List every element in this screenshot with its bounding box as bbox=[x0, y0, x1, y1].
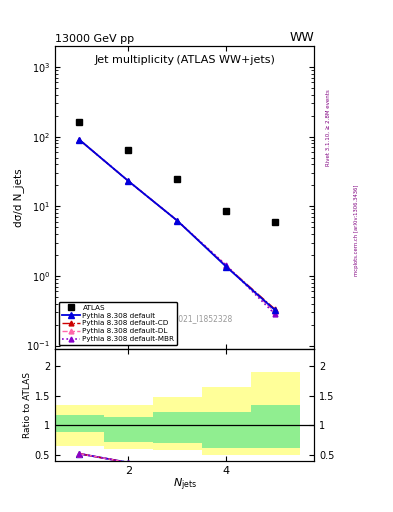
Legend: ATLAS, Pythia 8.308 default, Pythia 8.308 default-CD, Pythia 8.308 default-DL, P: ATLAS, Pythia 8.308 default, Pythia 8.30… bbox=[59, 302, 177, 345]
Text: Jet multiplicity (ATLAS WW+jets): Jet multiplicity (ATLAS WW+jets) bbox=[94, 55, 275, 65]
Pythia 8.308 default-CD bbox=[77, 137, 82, 143]
Pythia 8.308 default bbox=[126, 178, 131, 184]
Y-axis label: dσ/d N_jets: dσ/d N_jets bbox=[13, 168, 24, 227]
Line: ATLAS: ATLAS bbox=[76, 119, 279, 225]
Pythia 8.308 default bbox=[175, 218, 180, 224]
Pythia 8.308 default-MBR bbox=[273, 311, 277, 317]
Text: Rivet 3.1.10, ≥ 2.8M events: Rivet 3.1.10, ≥ 2.8M events bbox=[326, 90, 331, 166]
Line: Pythia 8.308 default-CD: Pythia 8.308 default-CD bbox=[77, 137, 278, 312]
Pythia 8.308 default-CD bbox=[273, 306, 277, 312]
Pythia 8.308 default-DL bbox=[224, 263, 229, 269]
Line: Pythia 8.308 default-DL: Pythia 8.308 default-DL bbox=[77, 137, 278, 315]
Pythia 8.308 default bbox=[224, 264, 229, 270]
Pythia 8.308 default-CD bbox=[175, 218, 180, 224]
Pythia 8.308 default-DL bbox=[126, 178, 131, 184]
ATLAS bbox=[77, 119, 82, 125]
Line: Pythia 8.308 default: Pythia 8.308 default bbox=[77, 137, 278, 313]
Text: ATLAS_2021_I1852328: ATLAS_2021_I1852328 bbox=[147, 314, 233, 323]
Y-axis label: Ratio to ATLAS: Ratio to ATLAS bbox=[23, 372, 32, 438]
Pythia 8.308 default-MBR bbox=[175, 218, 180, 224]
Text: mcplots.cern.ch [arXiv:1306.3436]: mcplots.cern.ch [arXiv:1306.3436] bbox=[354, 185, 359, 276]
Line: Pythia 8.308 default-MBR: Pythia 8.308 default-MBR bbox=[77, 137, 278, 317]
Pythia 8.308 default-DL bbox=[273, 309, 277, 315]
Pythia 8.308 default-CD bbox=[224, 263, 229, 269]
Text: WW: WW bbox=[290, 31, 314, 44]
ATLAS bbox=[224, 208, 229, 214]
Pythia 8.308 default bbox=[273, 307, 277, 313]
ATLAS bbox=[126, 146, 131, 153]
Pythia 8.308 default-MBR bbox=[126, 178, 131, 184]
Text: 13000 GeV pp: 13000 GeV pp bbox=[55, 33, 134, 44]
ATLAS bbox=[175, 176, 180, 182]
X-axis label: $N_\mathrm{jets}$: $N_\mathrm{jets}$ bbox=[173, 477, 197, 494]
Pythia 8.308 default-DL bbox=[77, 137, 82, 143]
Pythia 8.308 default-MBR bbox=[77, 137, 82, 143]
Pythia 8.308 default-MBR bbox=[224, 262, 229, 268]
Pythia 8.308 default bbox=[77, 137, 82, 143]
Pythia 8.308 default-CD bbox=[126, 178, 131, 184]
Pythia 8.308 default-DL bbox=[175, 218, 180, 224]
ATLAS bbox=[273, 219, 277, 225]
